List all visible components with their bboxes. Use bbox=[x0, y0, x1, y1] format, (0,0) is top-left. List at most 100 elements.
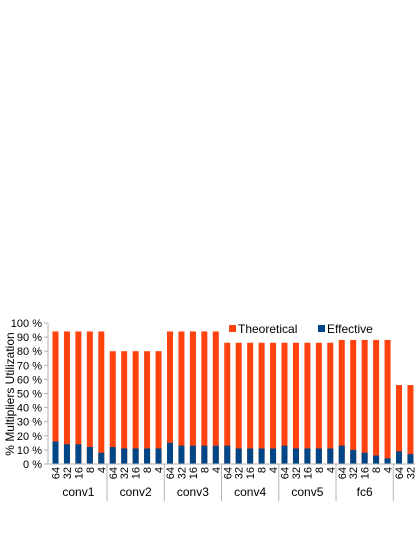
x-tick-label: 16 bbox=[131, 467, 143, 479]
x-tick-label: 16 bbox=[73, 467, 85, 479]
bar-theoretical bbox=[167, 331, 173, 464]
bar-effective bbox=[86, 447, 93, 464]
group-label: fc6 bbox=[357, 485, 373, 499]
bar-effective bbox=[235, 448, 242, 464]
legend-swatch-effective bbox=[318, 325, 325, 332]
x-tick-label: 4 bbox=[268, 467, 280, 473]
legend-label-effective: Effective bbox=[327, 322, 373, 336]
bar-effective bbox=[189, 445, 196, 464]
bar-theoretical bbox=[201, 331, 208, 464]
legend-label-theoretical: Theoretical bbox=[238, 322, 297, 336]
bar-effective bbox=[75, 444, 82, 464]
x-tick-label: 8 bbox=[142, 467, 154, 473]
y-tick-label: 10 % bbox=[17, 445, 42, 457]
x-tick-label: 16 bbox=[302, 467, 314, 479]
y-axis: 0 % 10 % 20 % 30 % 40 % 50 % 60 % 70 % 80 % 90 % 1… bbox=[11, 318, 49, 471]
bar-theoretical bbox=[212, 331, 219, 464]
bar-effective bbox=[258, 448, 265, 464]
x-tick-label: 64 bbox=[108, 467, 120, 479]
bar-effective bbox=[350, 449, 357, 464]
bar-effective bbox=[396, 451, 402, 464]
bar-effective bbox=[304, 448, 311, 464]
y-tick-label: 50 % bbox=[17, 389, 42, 401]
bar-effective bbox=[224, 445, 231, 464]
bar-theoretical bbox=[361, 339, 368, 464]
group-label: conv1 bbox=[62, 485, 94, 499]
bar-theoretical bbox=[292, 342, 299, 464]
bar-effective bbox=[132, 448, 139, 464]
x-tick-label: 64 bbox=[394, 467, 406, 479]
bar-theoretical bbox=[52, 331, 59, 464]
bar-effective bbox=[247, 448, 254, 464]
y-tick-label: 40 % bbox=[17, 403, 42, 415]
bar-effective bbox=[63, 444, 70, 464]
bar-effective bbox=[52, 441, 59, 464]
x-tick-label: 8 bbox=[371, 467, 383, 473]
x-tick-label: 8 bbox=[85, 467, 97, 473]
bar-effective bbox=[109, 447, 116, 464]
bar-theoretical bbox=[63, 331, 70, 464]
bar-theoretical bbox=[327, 342, 334, 464]
bar-effective bbox=[327, 448, 334, 464]
y-tick-label: 20 % bbox=[17, 431, 42, 443]
bar-theoretical bbox=[315, 342, 322, 464]
bar-effective bbox=[155, 448, 162, 464]
bar-effective bbox=[178, 445, 185, 464]
bar-theoretical bbox=[350, 339, 357, 464]
bar-effective bbox=[407, 454, 414, 464]
bar-theoretical bbox=[304, 342, 311, 464]
bar-theoretical bbox=[235, 342, 242, 464]
x-tick-label: 4 bbox=[325, 467, 337, 473]
bar-effective bbox=[292, 448, 299, 464]
bar-theoretical bbox=[178, 331, 185, 464]
bar-effective bbox=[98, 452, 105, 464]
group-label: conv5 bbox=[291, 485, 323, 499]
bar-effective bbox=[384, 458, 391, 464]
x-tick-label: 32 bbox=[405, 467, 415, 479]
group-label: conv2 bbox=[120, 485, 152, 499]
bar-theoretical bbox=[132, 351, 139, 464]
x-tick-label: 64 bbox=[337, 467, 349, 479]
bar-theoretical bbox=[98, 331, 105, 464]
bar-effective bbox=[144, 448, 151, 464]
bar-theoretical bbox=[396, 385, 402, 464]
bar-effective bbox=[167, 442, 173, 464]
x-tick-label: 64 bbox=[280, 467, 292, 479]
bar-theoretical bbox=[270, 342, 277, 464]
bar-theoretical bbox=[384, 339, 391, 464]
x-tick-label: 64 bbox=[165, 467, 177, 479]
bar-effective bbox=[201, 445, 208, 464]
bar-theoretical bbox=[247, 342, 254, 464]
y-tick-label: 70 % bbox=[17, 360, 42, 372]
group-label: conv3 bbox=[177, 485, 209, 499]
legend-swatch-theoretical bbox=[229, 325, 236, 332]
y-tick-label: 90 % bbox=[17, 332, 42, 344]
bar-effective bbox=[270, 448, 277, 464]
bar-effective bbox=[121, 448, 128, 464]
x-tick-label: 32 bbox=[234, 467, 246, 479]
bar-theoretical bbox=[144, 351, 151, 464]
bar-effective bbox=[361, 452, 368, 464]
bar-theoretical bbox=[373, 339, 380, 464]
y-tick-label: 0 % bbox=[23, 459, 42, 471]
x-tick-label: 32 bbox=[119, 467, 131, 479]
bars bbox=[52, 331, 414, 464]
bar-theoretical bbox=[86, 331, 93, 464]
bar-theoretical bbox=[281, 342, 288, 464]
y-axis-label: % Multipliers Utilization bbox=[3, 332, 17, 455]
x-tick-label: 4 bbox=[211, 467, 223, 473]
bar-theoretical bbox=[109, 351, 116, 464]
y-tick-label: 30 % bbox=[17, 417, 42, 429]
x-tick-label: 4 bbox=[96, 467, 108, 473]
x-tick-label: 16 bbox=[245, 467, 257, 479]
bar-theoretical bbox=[155, 351, 162, 464]
x-tick-label: 8 bbox=[257, 467, 269, 473]
x-tick-label: 64 bbox=[51, 467, 63, 479]
x-tick-label: 8 bbox=[199, 467, 211, 473]
y-tick-label: 100 % bbox=[11, 318, 42, 330]
bar-effective bbox=[281, 445, 288, 464]
group-label: conv4 bbox=[234, 485, 266, 499]
bar-theoretical bbox=[189, 331, 196, 464]
x-tick-label: 32 bbox=[291, 467, 303, 479]
